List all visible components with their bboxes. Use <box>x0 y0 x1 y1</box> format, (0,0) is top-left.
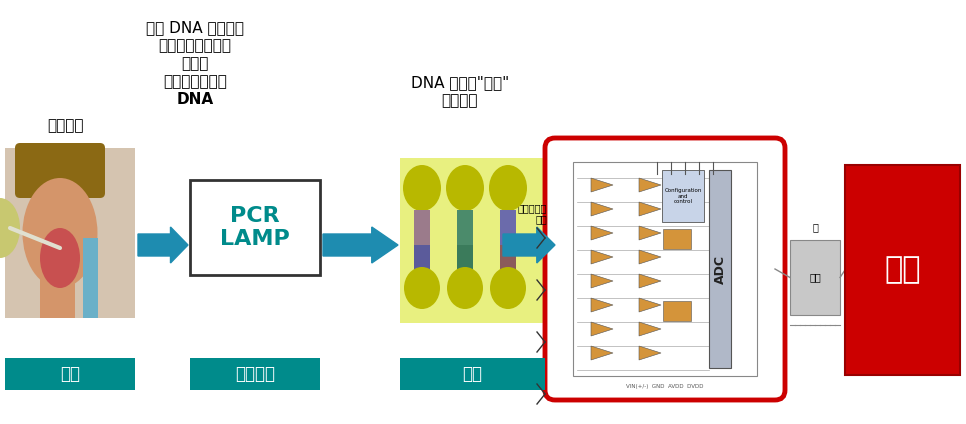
Polygon shape <box>591 274 613 288</box>
Bar <box>457 245 473 270</box>
Polygon shape <box>323 227 398 263</box>
Polygon shape <box>639 346 661 360</box>
Ellipse shape <box>403 165 441 211</box>
FancyBboxPatch shape <box>545 138 785 400</box>
Text: 光电二极管
阵列: 光电二极管 阵列 <box>518 203 547 225</box>
Ellipse shape <box>40 228 80 288</box>
Text: PCR
LAMP: PCR LAMP <box>220 206 290 249</box>
Ellipse shape <box>447 267 483 309</box>
Bar <box>414 245 430 270</box>
Text: DNA: DNA <box>177 92 213 107</box>
Ellipse shape <box>0 198 20 258</box>
Ellipse shape <box>22 178 98 288</box>
Polygon shape <box>639 202 661 216</box>
Bar <box>5 148 135 318</box>
Polygon shape <box>639 298 661 312</box>
Text: 核酸扩增: 核酸扩增 <box>235 365 275 383</box>
Polygon shape <box>591 226 613 240</box>
Polygon shape <box>639 178 661 192</box>
Ellipse shape <box>490 267 526 309</box>
Bar <box>573 162 757 376</box>
Bar <box>500 245 516 270</box>
FancyBboxPatch shape <box>15 143 105 198</box>
Text: 处理: 处理 <box>884 256 921 285</box>
Text: 输: 输 <box>812 222 818 232</box>
Bar <box>5 358 135 390</box>
Text: 输出: 输出 <box>810 273 821 282</box>
Text: 一个 DNA 样本产生: 一个 DNA 样本产生 <box>146 20 244 35</box>
Text: 鼻腔采样: 鼻腔采样 <box>46 118 83 133</box>
Bar <box>663 301 691 321</box>
Bar <box>40 278 75 318</box>
Bar <box>457 210 473 245</box>
Bar <box>790 240 840 315</box>
Polygon shape <box>639 250 661 264</box>
Bar <box>662 170 704 222</box>
Text: 荧光: 荧光 <box>463 365 482 383</box>
Polygon shape <box>503 227 555 263</box>
Bar <box>845 165 960 375</box>
Bar <box>400 158 545 323</box>
Polygon shape <box>591 178 613 192</box>
Text: 测到。: 测到。 <box>182 56 209 71</box>
Text: 样品: 样品 <box>60 365 80 383</box>
Polygon shape <box>639 274 661 288</box>
Polygon shape <box>591 346 613 360</box>
Ellipse shape <box>404 267 440 309</box>
Polygon shape <box>639 322 661 336</box>
Bar <box>663 229 691 249</box>
Text: DNA 扩增时"荧光": DNA 扩增时"荧光" <box>411 75 509 90</box>
Bar <box>83 238 98 318</box>
Ellipse shape <box>446 165 484 211</box>
Polygon shape <box>138 227 188 263</box>
Text: ADC: ADC <box>714 254 726 284</box>
Text: 信号增加: 信号增加 <box>441 93 478 108</box>
Bar <box>190 358 320 390</box>
Polygon shape <box>591 322 613 336</box>
Polygon shape <box>639 226 661 240</box>
Bar <box>500 210 516 245</box>
Text: Configuration
and
control: Configuration and control <box>665 188 701 204</box>
Text: 因此，我们复制: 因此，我们复制 <box>163 74 227 89</box>
Text: VIN(+/-)  GND  AVDD  DVDD: VIN(+/-) GND AVDD DVDD <box>626 384 704 389</box>
Bar <box>709 170 731 368</box>
Ellipse shape <box>489 165 527 211</box>
Polygon shape <box>591 250 613 264</box>
Bar <box>414 210 430 245</box>
Text: 的信号不足以被检: 的信号不足以被检 <box>158 38 232 53</box>
Bar <box>190 180 320 275</box>
Bar <box>400 358 545 390</box>
Polygon shape <box>591 202 613 216</box>
Polygon shape <box>591 298 613 312</box>
